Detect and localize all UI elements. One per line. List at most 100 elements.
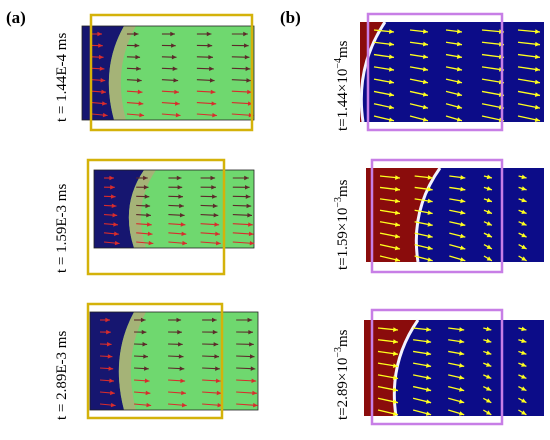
b-row2-arrow-c1-r6-head bbox=[427, 245, 433, 251]
a-row1-arrow-c0-r4-head bbox=[100, 78, 106, 83]
a-row2-arrow-c4-r1-head bbox=[244, 185, 250, 190]
b-row2-arrow-c4-r3-head bbox=[521, 209, 527, 214]
a-row3-arrow-c0-r0-head bbox=[105, 317, 110, 323]
b-row2-arrow-c4-r1-head bbox=[521, 186, 527, 191]
b-row2-arrow-c2-r7-head bbox=[460, 257, 466, 262]
a-row1-arrow-c0-r3-head bbox=[99, 66, 105, 71]
b-row1-arrow-c4-r3-head bbox=[534, 67, 540, 72]
a-row1-arrow-c2-r7-head bbox=[175, 112, 181, 118]
a-row2-arrow-c1-r7-head bbox=[148, 240, 154, 246]
b-row1-arrow-c0-r1-head bbox=[388, 41, 394, 47]
a-row1-arrow-c2-r2-head bbox=[171, 54, 177, 60]
b-row1-arrow-c1-r5-head bbox=[422, 92, 428, 97]
b-row3-arrow-c3-r1-head bbox=[486, 338, 492, 343]
a-row2-arrow-c3-r3-head bbox=[212, 203, 218, 209]
a-row3-highlight-box bbox=[86, 302, 224, 420]
b-row3-arrow-c2-r3-head bbox=[459, 363, 465, 368]
a-row1-arrow-c2-r6-head bbox=[174, 101, 180, 106]
a-row3-arrow-c4-r2-head bbox=[249, 342, 254, 347]
a-row1-arrow-c4-r1-head bbox=[244, 43, 249, 48]
a-row1-arrow-c1-r2-head bbox=[135, 54, 141, 60]
a-row2-arrow-c4-r6-head bbox=[248, 231, 254, 237]
b-row3-arrow-c3-r2-head bbox=[486, 350, 492, 355]
a-row3-arrow-c0-r1-head bbox=[106, 329, 111, 335]
a-row1-domain-border bbox=[81, 25, 255, 121]
b-row2-arrow-c4-r2-head bbox=[521, 197, 527, 203]
b-row3-arrow-c4-r1-head bbox=[521, 338, 527, 343]
b-row2-arrow-c1-r5-head bbox=[427, 233, 433, 239]
b-row2-arrow-c0-r4-head bbox=[394, 222, 400, 227]
b-row2-arrow-c1-r1-head bbox=[427, 186, 433, 192]
b-row3-arrow-c2-r2-head bbox=[459, 351, 465, 356]
b-row1-arrow-c1-r2-head bbox=[422, 54, 428, 59]
b-row1-upstream-region bbox=[360, 22, 385, 122]
a-row1-arrow-c3-r0-head bbox=[206, 31, 212, 37]
b-row3-arrow-c3-r7-head bbox=[486, 410, 492, 415]
b-row3-arrow-c2-r0-head bbox=[459, 327, 465, 332]
a-row1-arrow-c3-r7-head bbox=[212, 112, 217, 118]
b-row1-arrow-c1-r7-head bbox=[422, 117, 428, 122]
b-row2-arrow-c2-r3-head bbox=[460, 210, 466, 215]
a-row2-arrow-c3-r0-head bbox=[210, 175, 216, 181]
a-row3-front-band bbox=[118, 312, 146, 410]
panel-b-label: (b) bbox=[280, 8, 301, 27]
b-row2-arrow-c2-r5-head bbox=[460, 233, 466, 239]
a-row2-arrow-c1-r4-head bbox=[146, 212, 151, 218]
a-row3-arrow-c3-r5-head bbox=[215, 378, 221, 384]
a-row2-arrow-c4-r5-head bbox=[248, 222, 253, 227]
a-row1-arrow-c2-r5-head bbox=[174, 89, 179, 95]
a-row1-arrow-c2-r4-head bbox=[173, 78, 179, 83]
a-row1-arrow-c0-r1-head bbox=[98, 43, 103, 48]
b-row3-arrow-c4-r4-head bbox=[521, 374, 527, 379]
b-row2-arrow-c4-r4-head bbox=[521, 221, 527, 226]
b-row2-arrow-c3-r6-head bbox=[486, 244, 492, 249]
b-row1-arrow-c4-r7-head bbox=[534, 117, 540, 123]
a-row2-arrow-c0-r6-head bbox=[114, 231, 119, 236]
b-row1-arrow-c1-r1-head bbox=[422, 41, 428, 47]
b-row1-arrow-c4-r4-head bbox=[534, 79, 540, 85]
b-row2-arrow-c3-r2-head bbox=[486, 197, 492, 203]
a-row2-arrow-c3-r7-head bbox=[215, 240, 221, 246]
b-row1-arrow-c1-r4-head bbox=[422, 79, 428, 85]
b-row2-arrow-c3-r7-head bbox=[486, 256, 492, 261]
a-row3-arrow-c0-r6-head bbox=[110, 390, 115, 396]
b-row2-arrow-c0-r1-head bbox=[394, 186, 400, 192]
a-row3-arrow-c1-r3-head bbox=[143, 354, 148, 359]
a-row1-arrow-c3-r5-head bbox=[210, 89, 216, 95]
a-row3-arrow-c4-r3-head bbox=[249, 354, 255, 359]
b-row1-arrow-c2-r5-head bbox=[456, 92, 462, 97]
a-row1-arrow-c1-r0-head bbox=[133, 31, 139, 37]
a-row3-arrow-c0-r5-head bbox=[109, 378, 114, 383]
b-row2-arrow-c3-r4-head bbox=[486, 221, 492, 226]
a-row1-arrow-c3-r3-head bbox=[209, 66, 214, 71]
b-row2-arrow-c0-r3-head bbox=[394, 210, 400, 216]
b-row1-arrow-c4-r6-head bbox=[534, 104, 540, 110]
a-row3-upstream-region bbox=[90, 312, 134, 410]
a-row2-arrow-c0-r1-head bbox=[110, 185, 115, 190]
a-row3-arrow-c2-r3-head bbox=[178, 354, 184, 359]
b-row3-arrow-c0-r1-head bbox=[392, 339, 398, 344]
b-row3-arrow-c3-r0-head bbox=[486, 326, 492, 332]
a-row3-arrow-c1-r1-head bbox=[141, 329, 147, 335]
a-row1-arrow-c1-r6-head bbox=[138, 101, 144, 106]
b-row2-arrow-c3-r1-head bbox=[486, 186, 492, 191]
a-row3-arrow-c2-r7-head bbox=[181, 402, 187, 408]
a-row3-arrow-c1-r5-head bbox=[144, 378, 150, 383]
b-row2-arrow-c4-r5-head bbox=[521, 232, 527, 238]
a-row1-arrow-c1-r7-head bbox=[139, 112, 145, 118]
b-row2-arrow-c2-r4-head bbox=[460, 222, 466, 227]
a-row3-arrow-c2-r4-head bbox=[179, 366, 185, 371]
b-row3-arrow-c0-r0-head bbox=[393, 327, 398, 332]
b-row3-arrow-c0-r2-head bbox=[392, 351, 398, 356]
b-row1-arrow-c4-r5-head bbox=[534, 92, 540, 97]
b-row2-arrow-c1-r4-head bbox=[427, 222, 433, 227]
a-row3-arrow-c0-r3-head bbox=[107, 354, 113, 359]
b-row1-arrow-c4-r1-head bbox=[535, 41, 540, 47]
a-row2-arrow-c0-r7-head bbox=[114, 240, 120, 246]
a-row1-arrow-c3-r6-head bbox=[211, 101, 217, 106]
b-row1-arrow-c2-r4-head bbox=[456, 79, 462, 84]
a-row2-arrow-c0-r4-head bbox=[112, 212, 118, 218]
b-row3-arrow-c3-r4-head bbox=[486, 374, 492, 379]
b-row2-arrow-c4-r0-head bbox=[521, 174, 527, 180]
a-row3-arrow-c4-r5-head bbox=[251, 378, 257, 384]
